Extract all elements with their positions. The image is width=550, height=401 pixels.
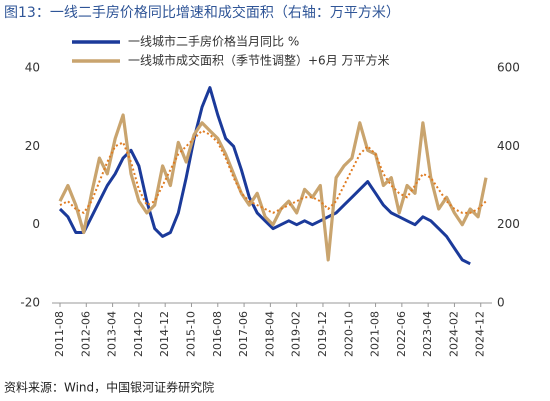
x-tick-label: 2018-04: [263, 311, 276, 357]
x-tick-label: 2019-12: [316, 311, 329, 357]
x-tick-label: 2020-10: [342, 311, 355, 357]
x-tick-label: 2011-08: [53, 311, 66, 357]
trend-line: [59, 129, 487, 214]
series-line: [58, 86, 471, 266]
legend-label: 一线城市成交面积（季节性调整）+6月 万平方米: [128, 53, 390, 68]
x-tick-label: 2012-06: [79, 311, 92, 357]
y2-tick-label: 200: [497, 217, 520, 231]
y2-tick-label: 600: [497, 61, 520, 75]
x-tick-label: 2014-12: [158, 311, 171, 357]
y2-tick-label: 0: [497, 296, 505, 310]
chart-title: 图13：一线二手房价格同比增速和成交面积（右轴：万平方米）: [4, 4, 400, 21]
x-tick-label: 2014-02: [132, 311, 145, 357]
y2-tick-label: 400: [497, 139, 520, 153]
x-tick-label: 2022-06: [395, 311, 408, 357]
x-tick-label: 2015-10: [184, 311, 197, 357]
x-tick-label: 2023-04: [421, 311, 434, 357]
x-tick-label: 2019-02: [290, 311, 303, 357]
legend-label: 一线城市二手房价格当月同比 %: [128, 34, 299, 49]
y-tick-label: 20: [25, 139, 40, 153]
source-note: 资料来源：Wind，中国银河证券研究院: [4, 380, 214, 395]
x-tick-label: 2021-08: [369, 311, 382, 357]
x-tick-label: 2017-06: [237, 311, 250, 357]
y-tick-label: -20: [20, 296, 40, 310]
y-tick-label: 40: [25, 61, 40, 75]
x-tick-label: 2016-08: [211, 311, 224, 357]
y-tick-label: 0: [32, 217, 40, 231]
x-tick-label: 2013-04: [106, 311, 119, 357]
x-tick-label: 2024-02: [447, 311, 460, 357]
x-tick-label: 2024-12: [474, 311, 487, 357]
series-line: [58, 113, 488, 262]
